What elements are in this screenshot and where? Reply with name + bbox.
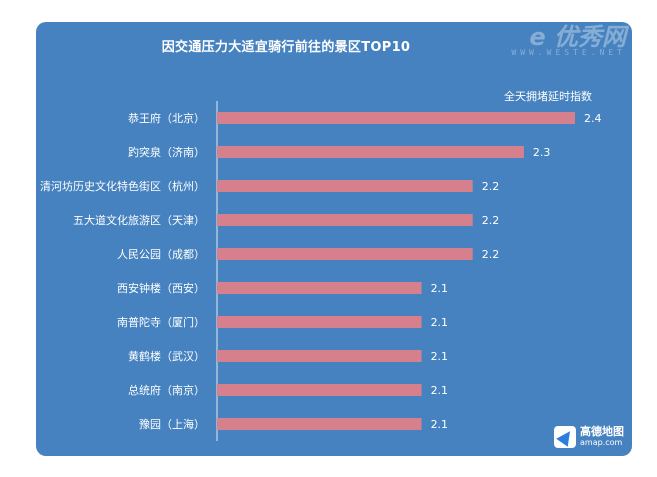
bar <box>217 180 473 192</box>
bar <box>217 146 524 158</box>
data-label: 2.1 <box>431 418 449 431</box>
bar <box>217 112 575 124</box>
category-label: 豫园（上海） <box>139 417 205 431</box>
data-label: 2.2 <box>482 248 500 261</box>
chart-title: 因交通压力大适宜骑行前往的景区TOP10 <box>161 40 411 55</box>
bar <box>217 316 422 328</box>
data-label: 2.2 <box>482 214 500 227</box>
category-label: 黄鹤楼（武汉） <box>128 349 205 363</box>
series-label: 全天拥堵延时指数 <box>504 90 592 103</box>
data-label: 2.1 <box>431 316 449 329</box>
chart-panel: 因交通压力大适宜骑行前往的景区TOP10 e 优秀网 WWW.WESTE.NET… <box>36 22 632 456</box>
bar <box>217 248 473 260</box>
data-label: 2.2 <box>482 180 500 193</box>
amap-icon <box>554 426 576 448</box>
data-label: 2.1 <box>431 384 449 397</box>
category-label: 南普陀寺（厦门） <box>117 315 205 329</box>
bar <box>217 418 422 430</box>
data-label: 2.4 <box>584 112 602 125</box>
data-label: 2.3 <box>533 146 551 159</box>
data-label: 2.1 <box>431 350 449 363</box>
category-label: 趵突泉（济南） <box>128 145 205 159</box>
bar <box>217 384 422 396</box>
amap-logo: 高德地图 amap.com <box>554 426 624 448</box>
category-label: 清河坊历史文化特色街区（杭州） <box>40 179 205 193</box>
amap-name: 高德地图 <box>580 425 624 438</box>
category-label: 总统府（南京） <box>128 383 205 397</box>
bar <box>217 282 422 294</box>
category-label: 恭王府（北京） <box>128 111 205 125</box>
category-label: 五大道文化旅游区（天津） <box>73 213 205 227</box>
bar-chart: 恭王府（北京） 2.4 趵突泉（济南） 2.3 清河坊历史文化特色街区（杭州） 2.2 五大… <box>40 101 602 441</box>
amap-url: amap.com <box>580 438 623 447</box>
data-label: 2.1 <box>431 282 449 295</box>
category-label: 人民公园（成都） <box>117 248 205 261</box>
bar <box>217 214 473 226</box>
category-label: 西安钟楼（西安） <box>117 281 205 295</box>
bar <box>217 350 422 362</box>
